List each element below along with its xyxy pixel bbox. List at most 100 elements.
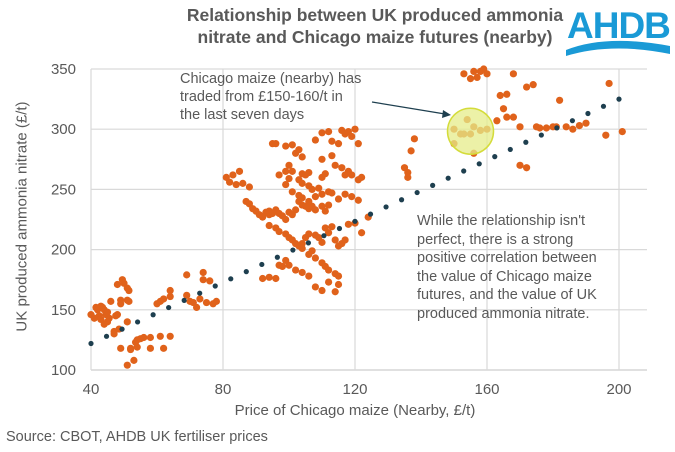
trendline-dot <box>554 125 560 131</box>
x-tick-label: 160 <box>474 381 499 398</box>
data-point <box>344 220 352 228</box>
data-point <box>166 286 174 295</box>
data-point <box>166 292 174 301</box>
data-point <box>285 161 293 169</box>
data-point <box>334 272 343 280</box>
data-point <box>212 297 220 305</box>
data-point <box>325 229 333 237</box>
data-point <box>282 167 290 175</box>
data-point <box>582 119 590 127</box>
data-point <box>325 266 333 274</box>
trendline-dot <box>119 326 125 332</box>
data-point <box>272 140 280 148</box>
data-point <box>156 332 164 340</box>
data-point <box>556 96 564 104</box>
data-point <box>229 171 237 179</box>
data-point <box>341 171 349 179</box>
data-point <box>146 333 154 342</box>
trendline-dot <box>569 118 576 124</box>
data-point <box>278 262 286 271</box>
data-point <box>334 280 343 289</box>
data-point <box>292 266 300 274</box>
data-point <box>331 236 339 244</box>
data-point <box>509 70 517 78</box>
trendline-dot <box>197 290 203 296</box>
data-point <box>536 124 544 132</box>
data-point <box>133 343 141 351</box>
trendline <box>88 96 622 347</box>
data-point <box>575 121 584 130</box>
data-point <box>529 81 537 89</box>
data-point <box>410 135 418 143</box>
data-point <box>470 67 478 76</box>
trendline-dot <box>134 319 141 325</box>
data-point <box>107 297 115 305</box>
svg-text:AHDB: AHDB <box>567 5 670 46</box>
annotation-recent-trade: Chicago maize (nearby) has traded from £… <box>180 70 420 124</box>
trendline-dot <box>228 276 234 282</box>
x-tick-label: 200 <box>606 381 631 398</box>
data-point <box>328 137 336 145</box>
y-tick-label: 200 <box>51 242 76 259</box>
trendline-dot <box>461 168 467 174</box>
data-point <box>196 295 204 303</box>
trendline-dot <box>88 340 94 347</box>
data-point <box>325 278 333 286</box>
data-point <box>160 295 168 303</box>
data-point <box>466 75 475 83</box>
data-point <box>298 194 306 202</box>
trendline-dot <box>243 269 249 275</box>
data-point <box>298 153 306 161</box>
x-axis-ticks: 40 80 120 160 200 <box>83 381 632 398</box>
data-point <box>602 131 610 139</box>
highlight-marker <box>446 107 495 155</box>
trendline-dot <box>212 283 218 289</box>
annotation-correlation: While the relationship isn't perfect, th… <box>417 212 642 323</box>
arrow-line <box>371 101 446 115</box>
data-point <box>113 280 121 289</box>
data-point <box>166 332 174 340</box>
data-point <box>308 185 316 193</box>
data-point <box>473 73 481 82</box>
chart-title: Relationship between UK produced ammonia… <box>186 5 564 47</box>
data-point <box>325 128 333 136</box>
data-point <box>348 171 356 179</box>
data-points <box>87 65 626 369</box>
data-point <box>110 330 118 338</box>
y-axis-ticks: 100 150 200 250 300 350 <box>51 61 76 379</box>
trendline-dot <box>259 261 265 268</box>
data-point <box>503 113 511 121</box>
data-point <box>285 261 293 269</box>
data-point <box>483 70 491 78</box>
data-point <box>259 274 267 283</box>
data-point <box>183 271 191 279</box>
x-tick-label: 80 <box>215 381 232 398</box>
annotation-line: positive correlation between <box>417 250 597 266</box>
data-point <box>193 303 201 311</box>
data-point <box>358 173 366 181</box>
data-point <box>311 283 319 291</box>
data-point <box>523 164 531 172</box>
data-point <box>199 268 207 277</box>
logo-wave-icon: AHDB <box>566 5 671 56</box>
data-point <box>206 277 214 285</box>
data-point <box>288 167 296 175</box>
trendline-dot <box>181 297 187 303</box>
data-point <box>318 286 326 295</box>
y-tick-label: 350 <box>51 61 76 78</box>
data-point <box>328 152 336 160</box>
x-axis-label: Price of Chicago maize (Nearby, £/t) <box>234 402 476 419</box>
annotation-line: produced ammonia nitrate. <box>417 305 590 322</box>
data-point <box>605 79 613 88</box>
data-point <box>318 129 326 137</box>
data-point <box>315 184 323 192</box>
data-point <box>318 155 326 163</box>
data-point <box>239 179 247 187</box>
trendline-dot <box>492 154 498 160</box>
trendline-dot <box>398 197 405 203</box>
data-point <box>127 345 135 354</box>
trendline-dot <box>476 161 482 167</box>
data-point <box>569 125 577 133</box>
data-point <box>341 190 349 198</box>
data-point <box>341 236 349 244</box>
